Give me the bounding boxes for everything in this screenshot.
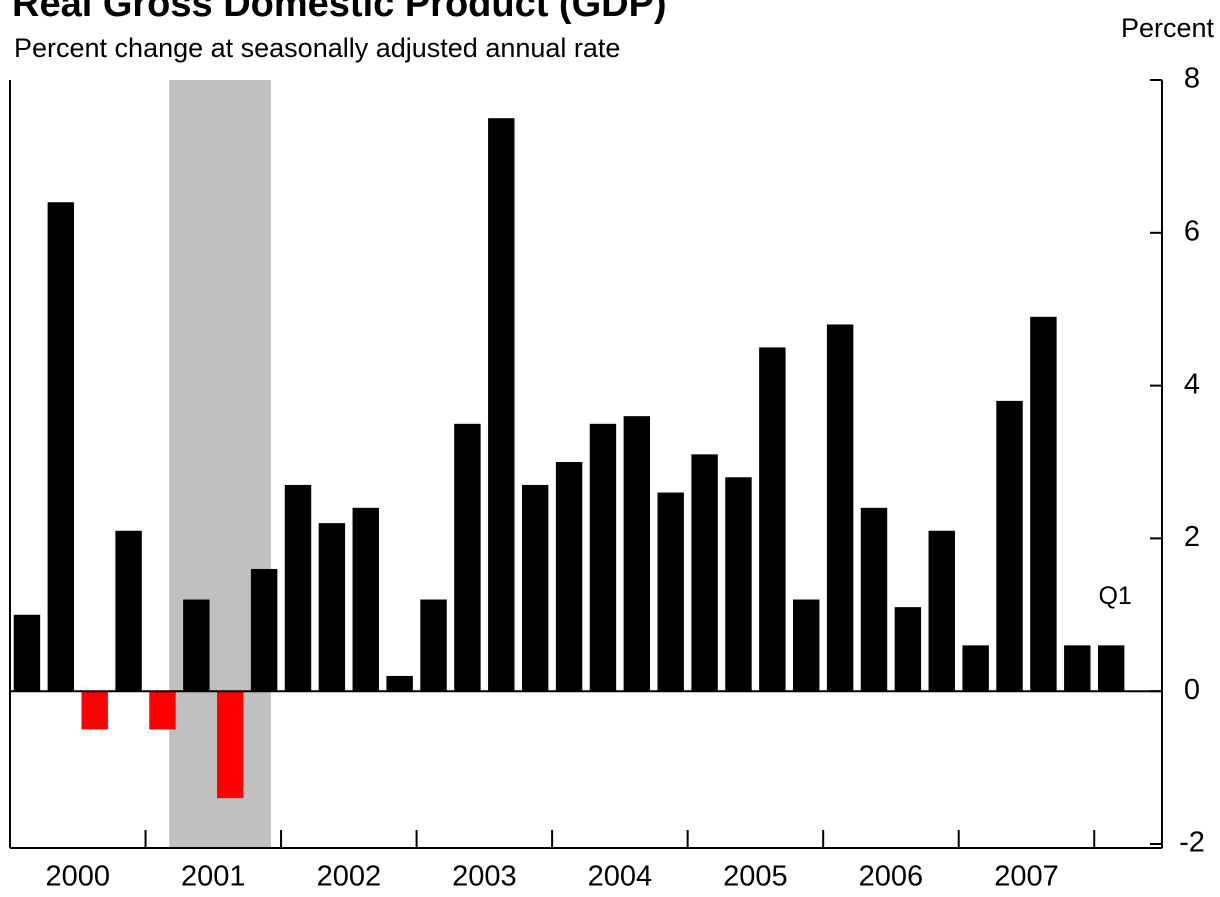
bar: [454, 423, 481, 692]
bar: [352, 507, 379, 692]
bar: [318, 523, 346, 692]
y-tick-label: 2: [1184, 521, 1200, 553]
y-tick-label: 8: [1184, 63, 1200, 95]
annotation: Q1: [1098, 582, 1131, 610]
bar: [725, 477, 752, 692]
bar: [657, 492, 684, 692]
bar: [183, 599, 210, 692]
bar: [555, 462, 583, 692]
bar: [691, 454, 718, 692]
bar: [47, 202, 75, 692]
bar: [521, 484, 549, 692]
bar: [759, 347, 786, 692]
bar: [1097, 645, 1125, 692]
y-axis-label: Percent: [1121, 13, 1215, 43]
bar: [217, 691, 244, 799]
x-tick-label: 2002: [317, 861, 382, 893]
y-tick-label: -2: [1179, 827, 1205, 859]
x-tick-label: 2006: [859, 861, 924, 893]
chart-subtitle: Percent change at seasonally adjusted an…: [14, 33, 620, 63]
x-tick-label: 2000: [46, 861, 111, 893]
bar: [793, 599, 820, 692]
bar: [962, 645, 989, 692]
bar: [488, 118, 515, 692]
bar: [996, 400, 1023, 692]
bar: [13, 614, 41, 692]
bar: [826, 324, 854, 692]
y-tick-label: 4: [1184, 368, 1200, 400]
bar: [623, 416, 651, 692]
bar: [894, 607, 922, 692]
bar: [81, 691, 108, 730]
bar: [149, 691, 176, 730]
y-tick-label: 6: [1184, 215, 1200, 247]
bar: [860, 507, 888, 692]
bar: [589, 423, 617, 692]
x-tick-label: 2004: [588, 861, 653, 893]
chart-title: Real Gross Domestic Product (GDP): [12, 0, 667, 25]
bar: [386, 675, 413, 692]
bar: [928, 530, 955, 692]
bar: [115, 530, 142, 692]
x-tick-label: 2005: [723, 861, 788, 893]
x-tick-label: 2007: [994, 861, 1059, 893]
bar: [250, 568, 278, 692]
bar: [1030, 316, 1057, 692]
bar: [420, 599, 447, 692]
bar: [1064, 645, 1091, 692]
x-tick-label: 2003: [452, 861, 517, 893]
bar: [284, 484, 312, 692]
y-tick-label: 0: [1184, 674, 1200, 706]
x-tick-label: 2001: [181, 861, 246, 893]
